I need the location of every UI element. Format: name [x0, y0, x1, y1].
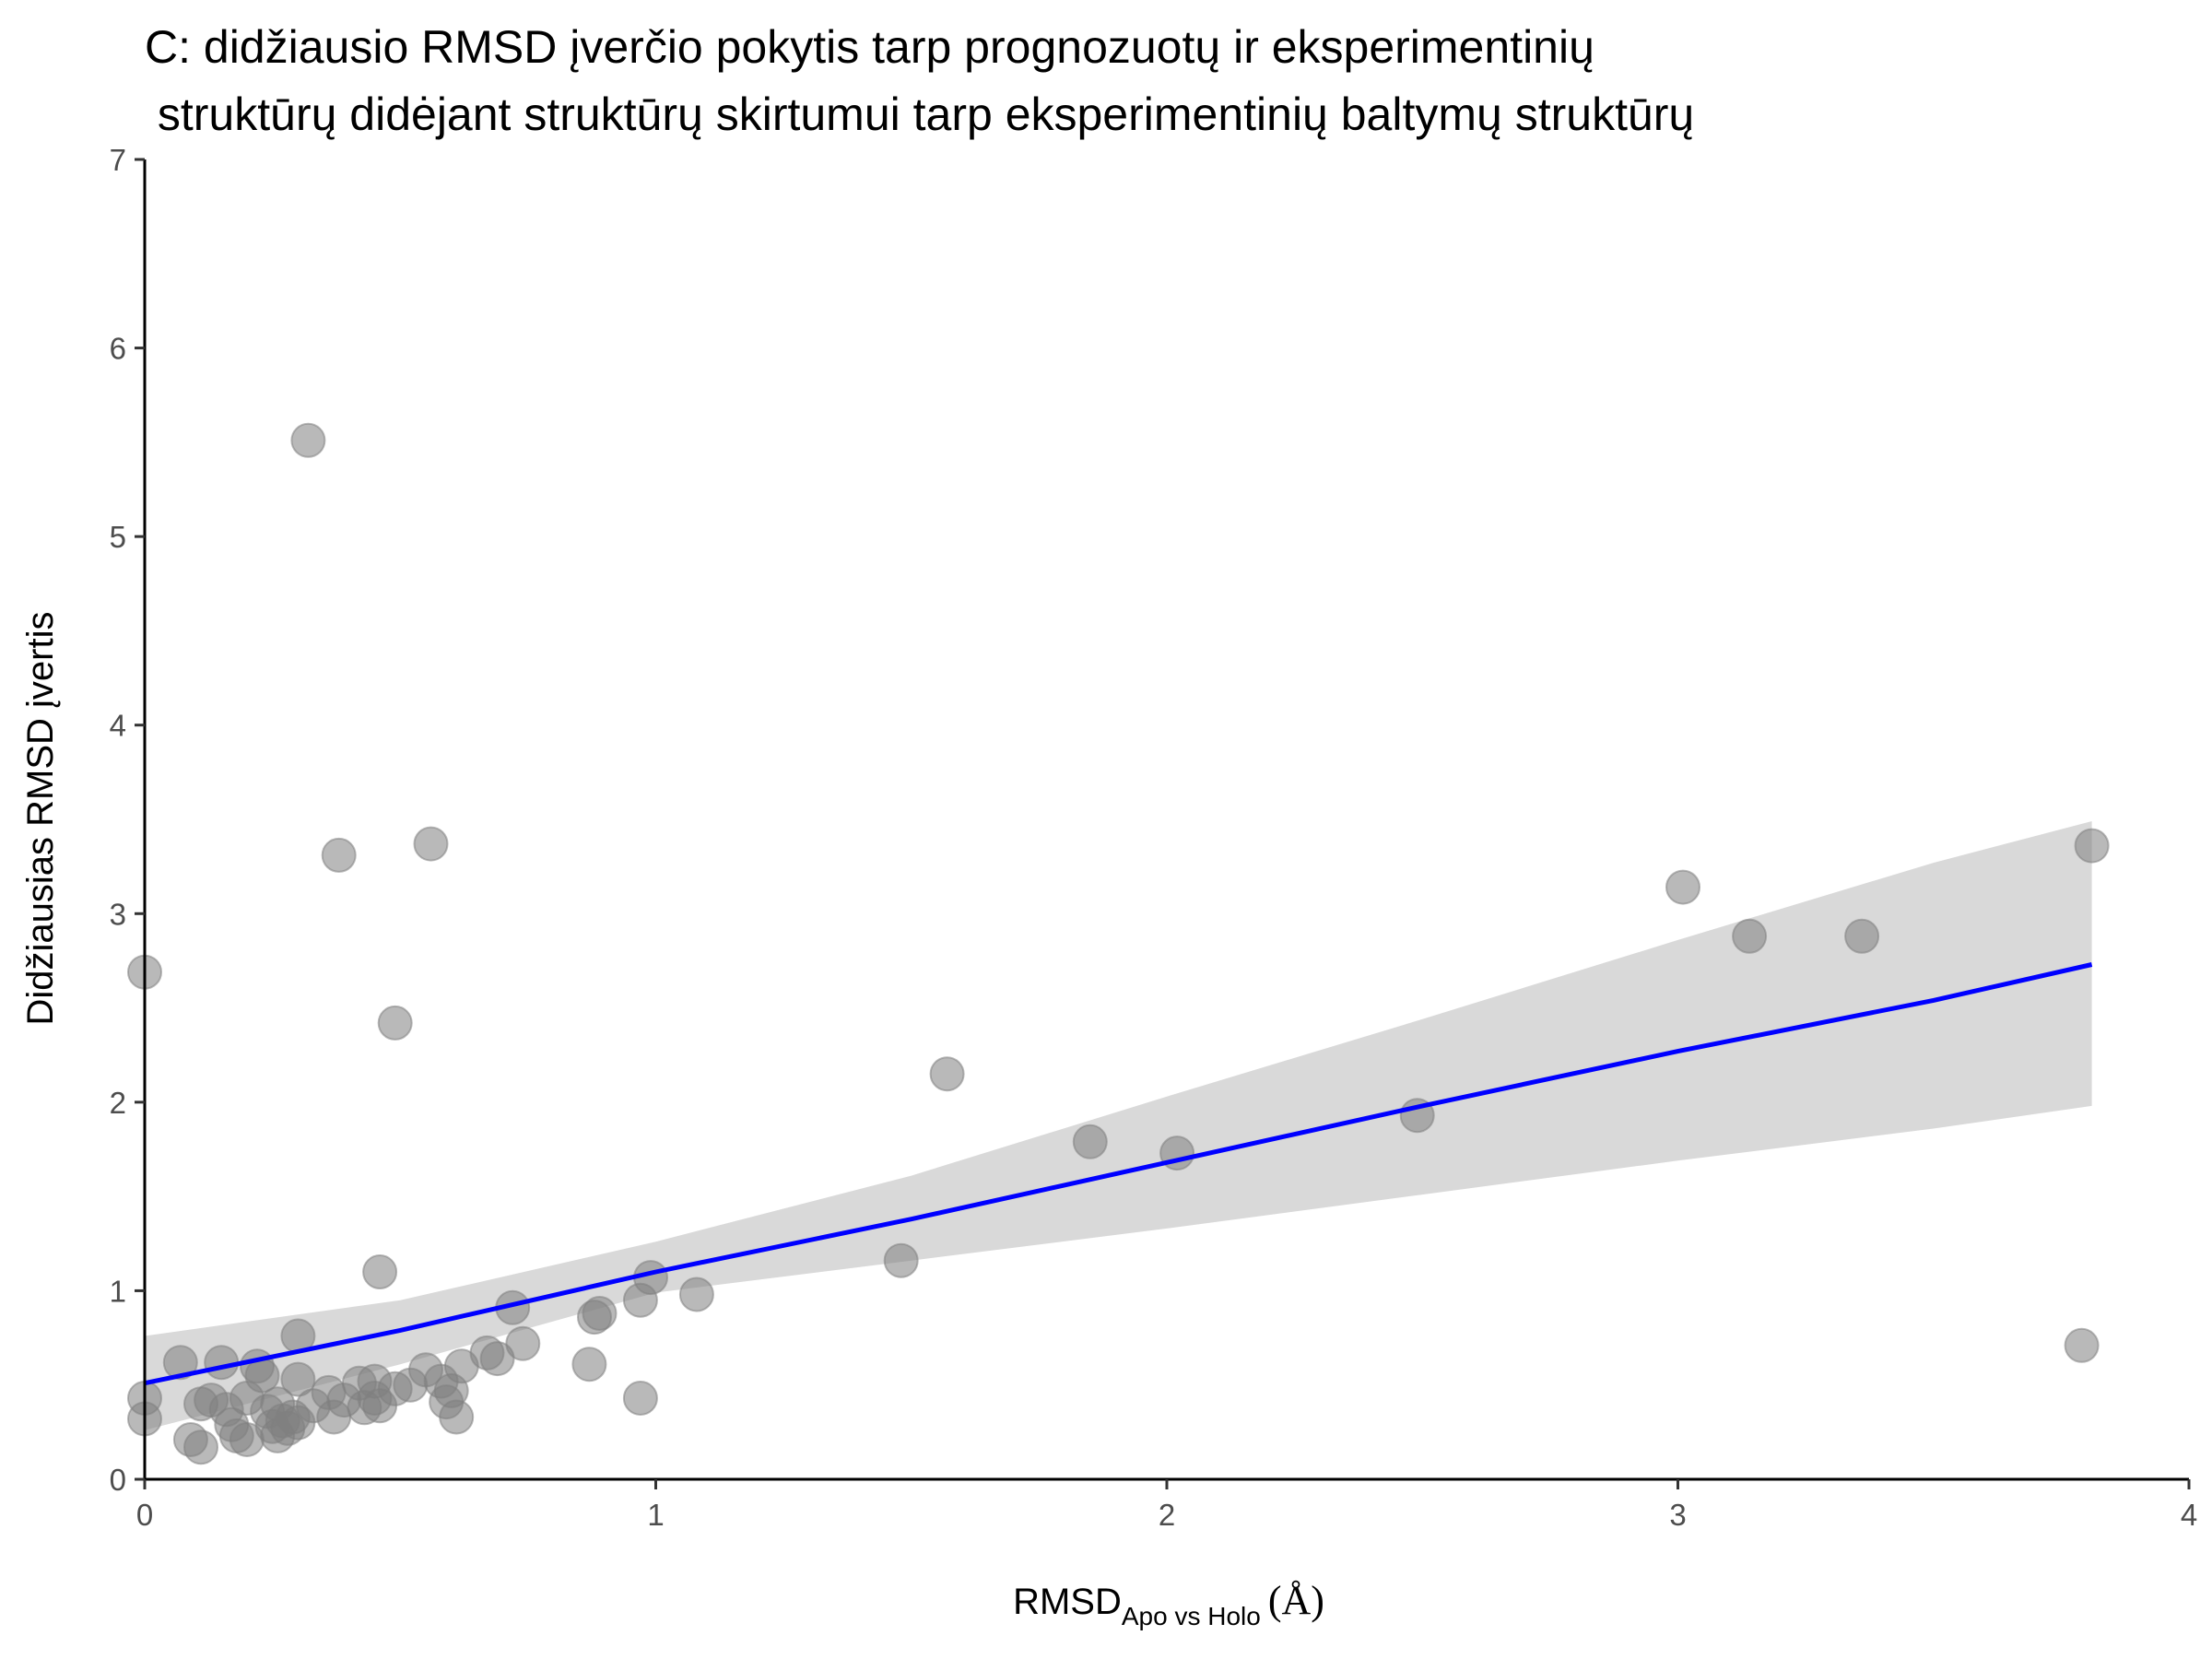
data-point	[1844, 918, 1880, 954]
data-point	[280, 1361, 316, 1397]
x-axis-title: RMSDApo vs Holo (Å)	[1013, 1578, 1324, 1630]
x-axis-title-subscript: Apo vs Holo	[1122, 1602, 1261, 1630]
data-point	[377, 1005, 413, 1041]
chart-title-line-1: C: didžiausio RMSD įverčio pokytis tarp …	[145, 21, 1594, 73]
scatter-points	[127, 422, 2110, 1465]
y-tick-label: 7	[110, 143, 126, 177]
regression-line	[144, 962, 2093, 1386]
data-point	[183, 1430, 218, 1465]
data-point	[321, 837, 357, 873]
data-point	[1665, 869, 1700, 905]
x-axis-ticks: 0 1 2 3 4	[136, 1479, 2197, 1532]
data-point	[1732, 918, 1768, 954]
data-point	[162, 1345, 198, 1381]
confidence-band	[145, 821, 2092, 1430]
x-tick-label: 3	[1669, 1498, 1686, 1532]
data-point	[678, 1277, 714, 1312]
data-point	[290, 422, 326, 458]
x-tick-label: 2	[1159, 1498, 1175, 1532]
x-tick-label: 0	[136, 1498, 153, 1532]
data-point	[505, 1325, 541, 1361]
data-point	[204, 1345, 240, 1381]
data-point	[582, 1296, 618, 1331]
data-point	[622, 1381, 658, 1416]
y-tick-label: 4	[110, 709, 126, 743]
y-tick-label: 1	[110, 1274, 126, 1308]
data-point	[571, 1347, 607, 1382]
data-point	[929, 1056, 965, 1092]
plot-area	[127, 422, 2110, 1465]
data-point	[362, 1254, 398, 1289]
chart-title-line-2: struktūrų didėjant struktūrų skirtumui t…	[145, 88, 1694, 140]
x-axis-title-unit: (Å)	[1268, 1578, 1324, 1623]
y-axis-title: Didžiausias RMSD įvertis	[20, 612, 61, 1026]
y-tick-label: 6	[110, 332, 126, 366]
axes: 0 1 2 3 4 0 1 2 3 4 5 6 7	[110, 143, 2198, 1532]
data-point	[883, 1242, 919, 1278]
data-point	[413, 826, 449, 862]
y-tick-label: 5	[110, 520, 126, 554]
y-axis-ticks: 0 1 2 3 4 5 6 7	[110, 143, 145, 1497]
data-point	[1072, 1124, 1108, 1159]
y-tick-label: 2	[110, 1086, 126, 1120]
x-axis-title-main: RMSD	[1013, 1582, 1122, 1622]
y-tick-label: 3	[110, 897, 126, 931]
data-point	[479, 1341, 515, 1377]
x-tick-label: 1	[647, 1498, 664, 1532]
y-tick-label: 0	[110, 1463, 126, 1497]
data-point	[439, 1399, 475, 1435]
x-tick-label: 4	[2181, 1498, 2197, 1532]
data-point	[2074, 828, 2110, 864]
data-point	[2064, 1327, 2100, 1363]
